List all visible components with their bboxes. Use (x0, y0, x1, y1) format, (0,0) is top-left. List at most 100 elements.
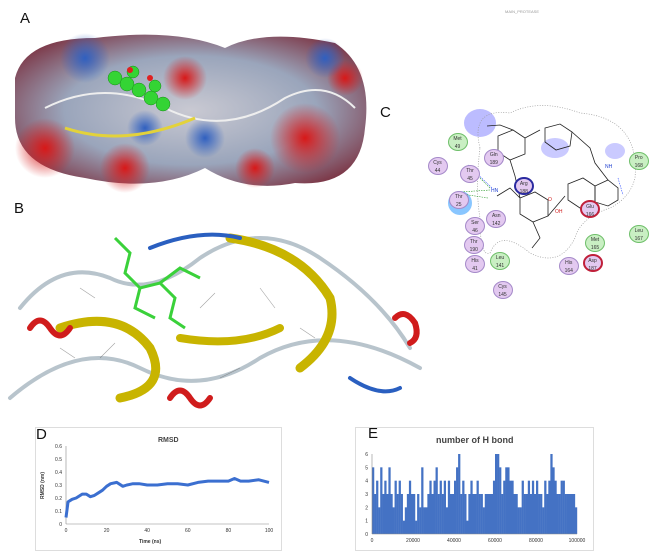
x-tick-label: 60 (185, 528, 191, 534)
y-tick-label: 0 (365, 532, 368, 538)
hbond-bar (536, 480, 539, 534)
residue-number: 25 (455, 201, 462, 208)
hbond-bar (492, 480, 496, 534)
hbond-bar (454, 480, 457, 534)
hbond-bar (540, 494, 543, 534)
hbond-bar (486, 494, 490, 534)
hbond-bar (417, 494, 420, 534)
residue-met-165: Met 165 (585, 233, 605, 252)
hbond-bar (499, 467, 502, 534)
x-tick-label: 100000 (569, 538, 586, 544)
hbond-bar (445, 507, 449, 534)
residue-arg-188: Arg 188 (513, 177, 534, 196)
x-tick-label: 80000 (529, 538, 543, 544)
residue-number: 189 (489, 159, 498, 166)
hbond-bar (548, 480, 551, 534)
y-tick-label: 0.3 (55, 483, 62, 489)
residue-thr-45: Thr 45 (460, 165, 480, 184)
hbond-bar (376, 480, 379, 534)
hbond-bar (439, 480, 442, 534)
hbond-bar (538, 494, 541, 534)
residue-ser-46: Ser 46 (465, 217, 485, 235)
hbond-bar (431, 494, 434, 534)
residue-number: 44 (434, 168, 441, 174)
hbond-bar (384, 480, 387, 534)
y-tick-label: 0.6 (55, 444, 62, 450)
hbond-bar (558, 494, 561, 534)
hbond-bar (449, 494, 453, 534)
hbond-bar (394, 480, 397, 534)
hbond-bar (388, 467, 391, 534)
residue-name: Thr (470, 239, 478, 246)
hbond-bar (447, 480, 451, 534)
residue-pro-168: Pro 168 (628, 152, 649, 171)
hbond-bar (533, 494, 537, 534)
nh-label-2: NH (605, 164, 613, 170)
hbond-bar (392, 507, 395, 534)
hbond-bar (574, 507, 578, 534)
residue-name: Leu (634, 228, 643, 235)
x-axis-label: Time (ns) (139, 539, 162, 545)
residue-name: His (565, 259, 573, 266)
y-tick-label: 5 (365, 465, 368, 471)
hbond-bar (413, 494, 416, 534)
hbond-bar (460, 494, 463, 534)
hbond-bar (437, 494, 440, 534)
x-tick-label: 0 (65, 528, 68, 534)
residue-met-49: Met 49 (447, 133, 468, 151)
residue-his-41: His 41 (465, 255, 485, 274)
hbond-bar (415, 520, 418, 534)
hbond-bar (501, 494, 504, 534)
x-tick-label: 80 (226, 528, 232, 534)
residue-number: 145 (498, 291, 507, 298)
hbond-chart: E number of H bond 0 20000 40000 60000 80000… (355, 425, 594, 551)
interaction-diagram: C HN NH OH O Met 49 Gln 189 Cys 44 Thr 45 Thr 25 S… (380, 88, 652, 299)
residue-name: Thr (455, 193, 463, 200)
residue-name: Met (590, 236, 600, 243)
hbond-bar (410, 494, 414, 534)
hbond-bar (464, 494, 467, 534)
residue-number: 188 (519, 189, 528, 196)
residue-number: 45 (467, 176, 473, 183)
hbond-bar (511, 480, 514, 534)
panel-label-b: B (14, 200, 25, 217)
hbond-bar (495, 454, 498, 534)
residue-name: Met (453, 136, 462, 142)
x-tick-label: 20000 (406, 538, 420, 544)
hbond-bar (484, 494, 487, 534)
hbond-bar (427, 494, 430, 534)
hbond-bar (421, 467, 424, 534)
hbond-bar (441, 494, 444, 534)
residue-number: 46 (472, 228, 478, 234)
residue-asp-187: Asp 187 (582, 254, 603, 273)
residue-cys-145: Cys 145 (492, 280, 513, 299)
residue-number: 49 (454, 144, 461, 150)
hbond-bar (564, 494, 567, 534)
hbond-bar (478, 494, 481, 534)
residue-name: Ser (471, 220, 479, 226)
protein-ribbon-image (8, 232, 422, 409)
y-tick-label: 6 (365, 452, 368, 458)
residue-name: Thr (466, 168, 474, 175)
hbond-bar (509, 480, 512, 534)
hbond-bar (517, 507, 520, 534)
hbond-plot: 0 20000 40000 60000 80000 100000 0 1 2 3 4 5 6 (365, 452, 586, 544)
x-tick-label: 60000 (488, 538, 502, 544)
hbond-bar (482, 507, 485, 534)
hbond-bar (429, 480, 432, 534)
hbond-bar (513, 494, 516, 534)
residue-number: 41 (472, 266, 478, 273)
hbond-bar (556, 494, 559, 534)
hbond-bar (372, 467, 375, 534)
hbond-bar (497, 454, 500, 534)
hbond-bar (572, 494, 576, 534)
hbond-bar (468, 494, 471, 534)
hbond-bar (386, 494, 389, 534)
y-tick-label: 0.5 (55, 457, 62, 463)
hbond-bar (529, 494, 533, 534)
y-tick-label: 1 (365, 519, 368, 525)
hbond-bar (519, 507, 522, 534)
oh-label: OH (555, 209, 563, 215)
residue-leu-141: Leu 141 (490, 251, 510, 270)
x-tick-label: 100 (265, 528, 274, 534)
